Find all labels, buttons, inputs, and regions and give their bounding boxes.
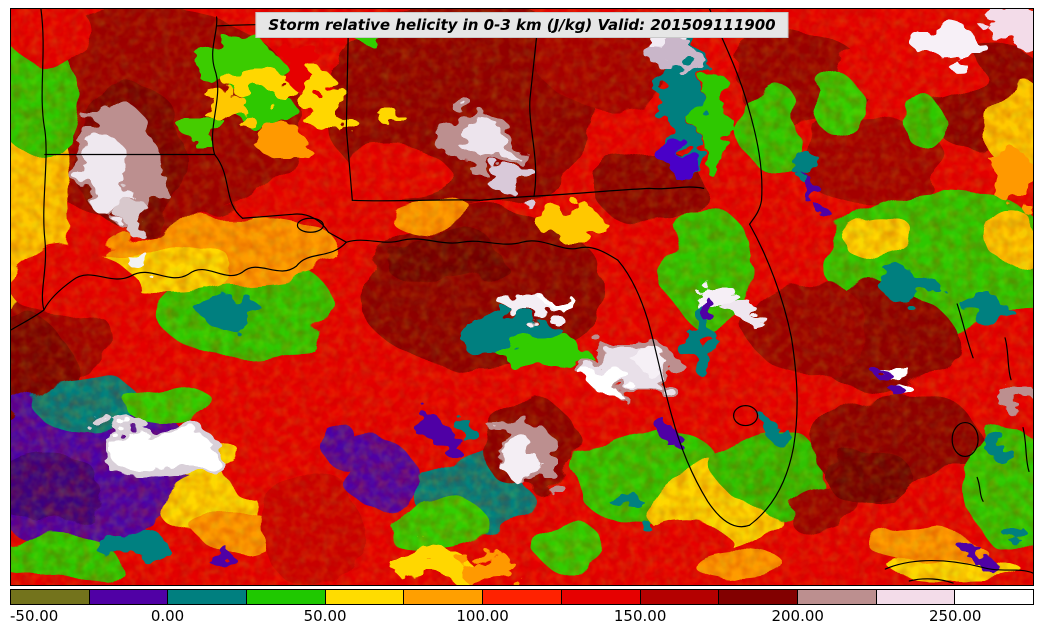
colorbar-segment-100 — [482, 590, 561, 604]
alabama-georgia-border — [529, 23, 539, 197]
florida-east-coastline — [748, 223, 798, 526]
colorbar-segment-225 — [875, 590, 955, 604]
colorbar-tick-0.00: 0.00 — [150, 607, 185, 625]
colorbar-tick-250.00: 250.00 — [928, 607, 982, 625]
texas-border-line — [40, 9, 47, 311]
florida-west-coastline — [617, 259, 751, 528]
colorbar-segment-150 — [639, 590, 719, 604]
cuba-coastline — [884, 559, 1033, 574]
bahamas-island-outline — [1022, 426, 1030, 472]
colorbar-tick-150.00: 150.00 — [613, 607, 667, 625]
colorbar-segment-125 — [560, 590, 640, 604]
colorbar-segment-0 — [167, 590, 247, 604]
colorbar-segment-250 — [954, 590, 1033, 604]
lake-pontchartrain-outline — [296, 217, 324, 233]
colorbar-segment--50 — [11, 590, 89, 604]
bahamas-island-outline — [1004, 337, 1012, 381]
lake-okeechobee-outline — [732, 405, 759, 427]
colorbar-segment-50 — [324, 590, 404, 604]
colorbar-segment-25 — [246, 590, 325, 604]
colorbar-tick-100.00: 100.00 — [456, 607, 509, 625]
colorbar-tick--50.00: -50.00 — [10, 607, 59, 625]
colorbar — [10, 589, 1034, 605]
colorbar-tick-50.00: 50.00 — [303, 607, 347, 625]
texas-coastline — [11, 309, 45, 331]
colorbar-segment-75 — [403, 590, 483, 604]
colorbar-ticks: -50.00 0.00 50.00 100.00 150.00 200.00 250.00 — [10, 607, 1034, 629]
colorbar-segment--25 — [88, 590, 168, 604]
mississippi-river-border — [211, 16, 219, 156]
colorbar-segment-175 — [718, 590, 797, 604]
helicity-map-svg — [11, 9, 1033, 585]
gulf-coastline — [345, 238, 619, 261]
louisiana-east-border — [214, 153, 244, 219]
mississippi-alabama-border — [345, 26, 353, 201]
bahamas-island-outline — [976, 476, 984, 502]
map-title: Storm relative helicity in 0-3 km (J/kg)… — [255, 12, 789, 38]
florida-north-border — [351, 186, 705, 202]
colorbar-segment-200 — [796, 590, 876, 604]
bahamas-island-outline — [956, 303, 974, 359]
louisiana-coastline — [43, 241, 347, 311]
colorbar-tick-200.00: 200.00 — [771, 607, 824, 625]
cuba-coastline-south — [908, 578, 954, 584]
atlantic-coastline — [709, 9, 763, 225]
andros-island-outline — [951, 421, 979, 458]
map-area: Storm relative helicity in 0-3 km (J/kg)… — [10, 8, 1034, 586]
